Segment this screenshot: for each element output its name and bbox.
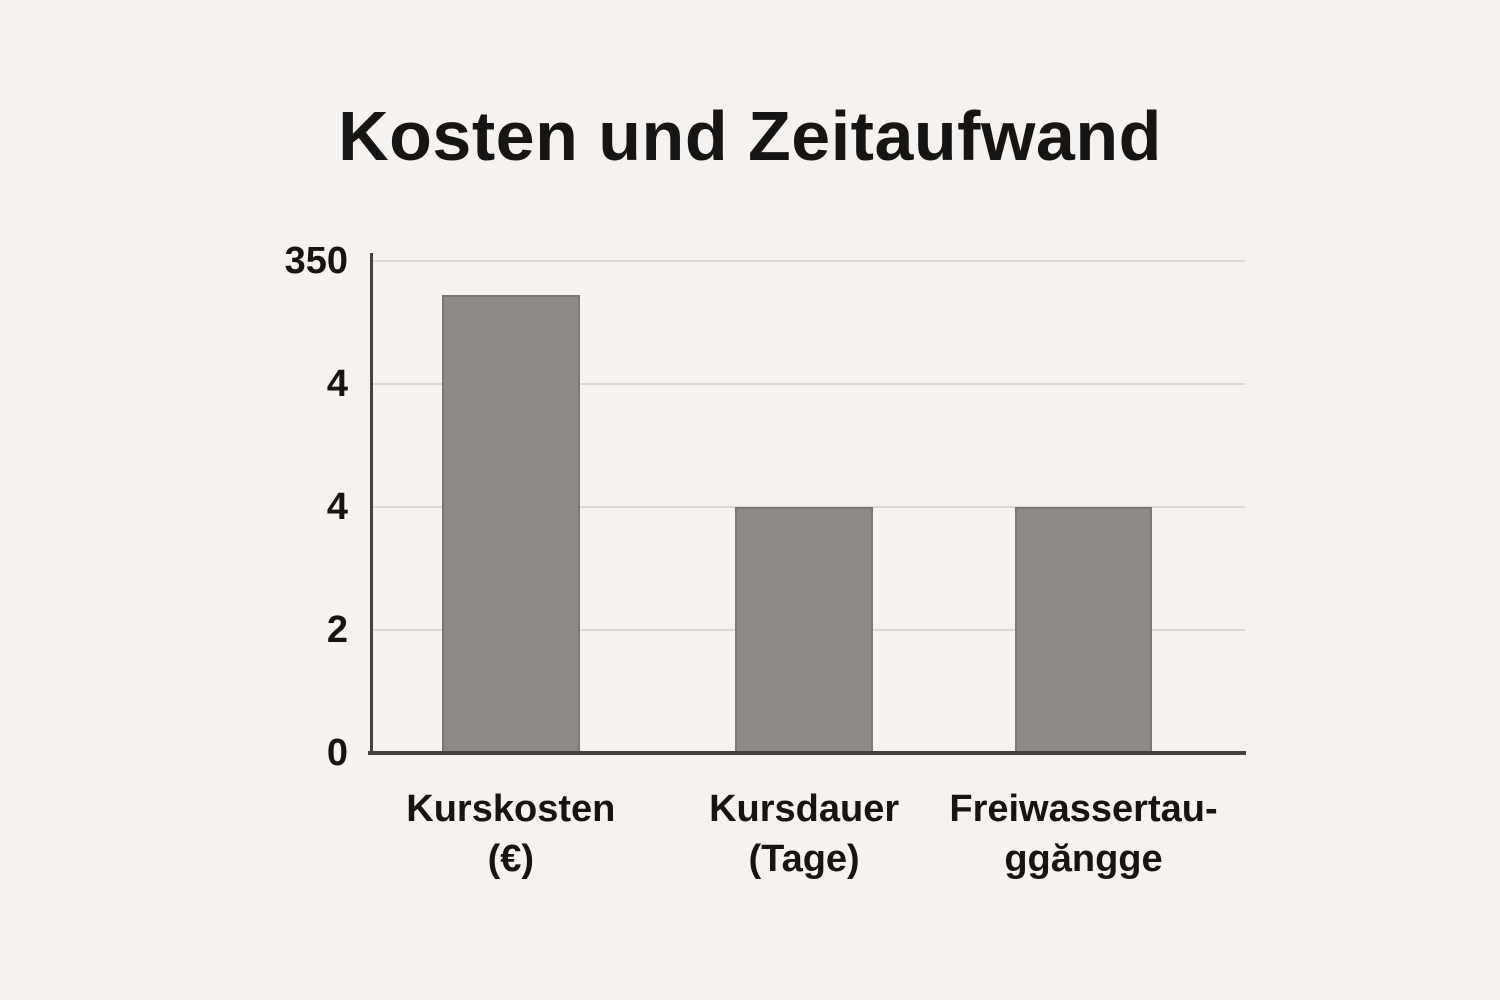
y-tick-label: 2 [326,609,348,651]
y-tick-label: 0 [326,732,348,774]
bar-kurskosten [441,295,580,753]
y-axis-line [370,253,373,753]
x-category-label-line: (€) [487,838,535,880]
y-tick-label: 350 [284,240,348,282]
bar-freiwassertauggaengge [1014,507,1153,753]
y-tick-label: 4 [326,363,348,405]
y-tick-label: 4 [326,486,348,528]
x-category-label-kurskosten: Kurskosten (€) [406,784,615,884]
x-category-label-line: ggăngge [1004,838,1163,880]
bar-kursdauer [735,507,874,753]
x-category-label-line: Kursdauer [709,788,900,830]
plot-area [372,260,1245,753]
x-category-label-line: (Tage) [748,838,860,880]
x-category-label-line: Kurskosten [406,788,616,830]
x-axis-line [368,751,1246,755]
x-category-label-kursdauer: Kursdauer (Tage) [709,784,899,884]
y-axis-labels: 0 2 4 4 350 [160,242,348,772]
x-category-label-freiwassertauggaengge: Freiwassertau-ggăngge [949,784,1217,884]
x-axis-labels: Kurskosten (€) Kursdauer (Tage) Freiwasserta… [372,784,1245,894]
gridline [372,383,1245,385]
chart-title: Kosten und Zeitaufwand [338,97,1162,175]
x-category-label-line: Freiwassertau- [949,788,1218,830]
gridline [372,260,1245,262]
